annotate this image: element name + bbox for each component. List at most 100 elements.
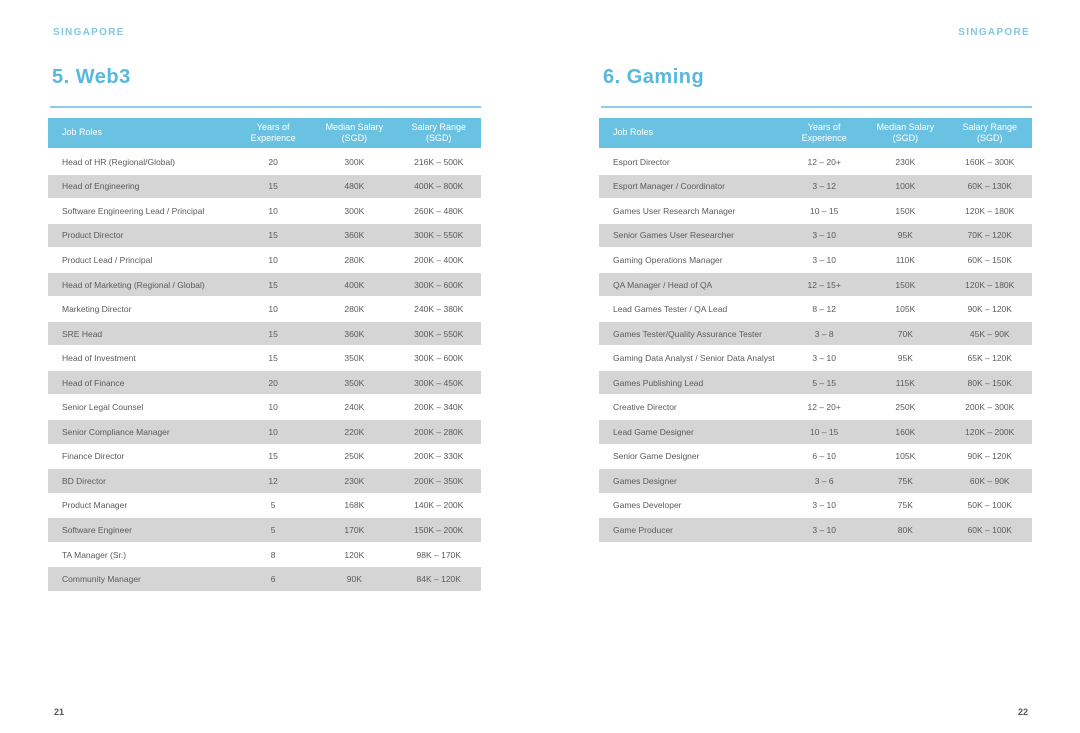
cell-years: 3 – 10 bbox=[812, 500, 836, 511]
region-label: SINGAPORE bbox=[53, 27, 125, 38]
cell-job-role: QA Manager / Head of QA bbox=[613, 279, 713, 290]
cell-years: 3 – 8 bbox=[814, 328, 834, 339]
cell-years: 15 bbox=[268, 353, 278, 364]
table-row: Creative Director 12 – 20+ 250K 200K – 3… bbox=[599, 395, 1032, 421]
cell-median-salary: 400K bbox=[344, 279, 365, 290]
table-row: Game Producer 3 – 10 80K 60K – 100K bbox=[599, 518, 1032, 543]
cell-median-salary: 105K bbox=[895, 304, 916, 315]
cell-median-salary: 168K bbox=[344, 500, 365, 511]
cell-job-role: Community Manager bbox=[62, 574, 141, 585]
cell-salary-range: 300K – 550K bbox=[414, 328, 464, 339]
cell-salary-range: 260K – 480K bbox=[414, 205, 464, 216]
page-gaming: SINGAPORE 6. Gaming Job Roles Years of E… bbox=[599, 0, 1032, 733]
cell-years: 15 bbox=[268, 451, 278, 462]
cell-salary-range: 140K – 200K bbox=[414, 500, 464, 511]
table-row: Senior Games User Researcher 3 – 10 95K … bbox=[599, 223, 1032, 249]
column-header-label: (SGD) bbox=[892, 133, 919, 143]
page-number: 21 bbox=[54, 707, 65, 717]
cell-years: 5 – 15 bbox=[812, 377, 836, 388]
cell-salary-range: 200K – 400K bbox=[414, 254, 464, 265]
cell-job-role: Head of Marketing (Regional / Global) bbox=[62, 279, 205, 290]
table-row: Software Engineer 5 170K 150K – 200K bbox=[48, 518, 481, 543]
cell-years: 10 – 15 bbox=[809, 205, 839, 216]
cell-salary-range: 300K – 550K bbox=[414, 230, 464, 241]
cell-years: 3 – 12 bbox=[812, 181, 836, 192]
cell-years: 15 bbox=[268, 230, 278, 241]
cell-salary-range: 90K – 120K bbox=[967, 451, 1012, 462]
column-header-median-salary: Median Salary (SGD) bbox=[312, 122, 396, 145]
cell-job-role: Gaming Data Analyst / Senior Data Analys… bbox=[613, 353, 775, 364]
column-header-median-salary: Median Salary (SGD) bbox=[863, 122, 947, 145]
cell-job-role: Finance Director bbox=[62, 451, 125, 462]
cell-job-role: Games Publishing Lead bbox=[613, 377, 704, 388]
table-header-row: Job Roles Years of Experience Median Sal… bbox=[48, 118, 481, 148]
table-row: Games Developer 3 – 10 75K 50K – 100K bbox=[599, 493, 1032, 519]
table-row: Games Publishing Lead 5 – 15 115K 80K – … bbox=[599, 370, 1032, 396]
table-row: Community Manager 6 90K 84K – 120K bbox=[48, 567, 481, 592]
cell-job-role: Senior Game Designer bbox=[613, 451, 700, 462]
cell-job-role: Game Producer bbox=[613, 524, 673, 535]
cell-median-salary: 150K bbox=[895, 205, 916, 216]
cell-years: 3 – 10 bbox=[812, 524, 836, 535]
cell-years: 10 bbox=[268, 426, 278, 437]
cell-median-salary: 75K bbox=[897, 475, 913, 486]
cell-years: 20 bbox=[268, 156, 278, 167]
cell-median-salary: 70K bbox=[897, 328, 913, 339]
column-header-label: (SGD) bbox=[426, 133, 452, 143]
cell-years: 15 bbox=[268, 181, 278, 192]
cell-median-salary: 100K bbox=[895, 181, 916, 192]
table-row: Esport Director 12 – 20+ 230K 160K – 300… bbox=[599, 150, 1032, 175]
table-body: Head of HR (Regional/Global) 20 300K 216… bbox=[48, 150, 481, 592]
cell-salary-range: 70K – 120K bbox=[967, 230, 1012, 241]
column-header-label: Salary Range bbox=[411, 121, 467, 132]
cell-median-salary: 75K bbox=[897, 500, 913, 511]
cell-median-salary: 170K bbox=[344, 524, 365, 535]
cell-salary-range: 216K – 500K bbox=[414, 156, 464, 167]
cell-median-salary: 95K bbox=[897, 353, 913, 364]
table-row: Lead Game Designer 10 – 15 160K 120K – 2… bbox=[599, 420, 1032, 445]
table-row: Product Manager 5 168K 140K – 200K bbox=[48, 493, 481, 519]
table-row: Games Designer 3 – 6 75K 60K – 90K bbox=[599, 469, 1032, 494]
region-label: SINGAPORE bbox=[958, 27, 1030, 38]
cell-salary-range: 120K – 200K bbox=[965, 426, 1015, 437]
cell-salary-range: 84K – 120K bbox=[416, 574, 461, 585]
cell-median-salary: 280K bbox=[344, 254, 365, 265]
column-header-label: Job Roles bbox=[613, 127, 654, 138]
table-row: Product Lead / Principal 10 280K 200K – … bbox=[48, 248, 481, 273]
column-header-label: Job Roles bbox=[62, 127, 103, 138]
cell-salary-range: 98K – 170K bbox=[416, 549, 461, 560]
cell-median-salary: 480K bbox=[344, 181, 365, 192]
cell-years: 20 bbox=[268, 377, 278, 388]
cell-median-salary: 240K bbox=[344, 402, 365, 413]
column-header-job-roles: Job Roles bbox=[599, 127, 785, 138]
cell-job-role: Senior Games User Researcher bbox=[613, 230, 734, 241]
cell-job-role: Lead Games Tester / QA Lead bbox=[613, 304, 728, 315]
cell-years: 8 bbox=[270, 549, 276, 560]
cell-years: 5 bbox=[270, 500, 276, 511]
cell-job-role: Software Engineer bbox=[62, 524, 132, 535]
cell-job-role: Senior Legal Counsel bbox=[62, 402, 144, 413]
cell-salary-range: 150K – 200K bbox=[414, 524, 464, 535]
page-title: 6. Gaming bbox=[603, 66, 705, 88]
table-row: BD Director 12 230K 200K – 350K bbox=[48, 469, 481, 494]
cell-salary-range: 200K – 350K bbox=[414, 475, 464, 486]
column-header-label: Experience bbox=[250, 133, 296, 143]
cell-median-salary: 150K bbox=[895, 279, 916, 290]
cell-years: 10 bbox=[268, 402, 278, 413]
cell-job-role: Gaming Operations Manager bbox=[613, 254, 723, 265]
table-row: Gaming Operations Manager 3 – 10 110K 60… bbox=[599, 248, 1032, 273]
table-row: Software Engineering Lead / Principal 10… bbox=[48, 199, 481, 224]
cell-salary-range: 45K – 90K bbox=[969, 328, 1010, 339]
cell-years: 15 bbox=[268, 279, 278, 290]
column-header-label: Median Salary bbox=[876, 121, 935, 132]
cell-median-salary: 360K bbox=[344, 328, 365, 339]
cell-median-salary: 115K bbox=[895, 377, 915, 388]
cell-median-salary: 80K bbox=[897, 524, 913, 535]
cell-salary-range: 200K – 280K bbox=[414, 426, 464, 437]
cell-job-role: Esport Director bbox=[613, 156, 670, 167]
cell-salary-range: 60K – 90K bbox=[969, 475, 1010, 486]
cell-median-salary: 350K bbox=[344, 353, 365, 364]
column-header-label: Years of bbox=[807, 121, 841, 132]
cell-salary-range: 160K – 300K bbox=[965, 156, 1015, 167]
cell-salary-range: 60K – 130K bbox=[967, 181, 1012, 192]
